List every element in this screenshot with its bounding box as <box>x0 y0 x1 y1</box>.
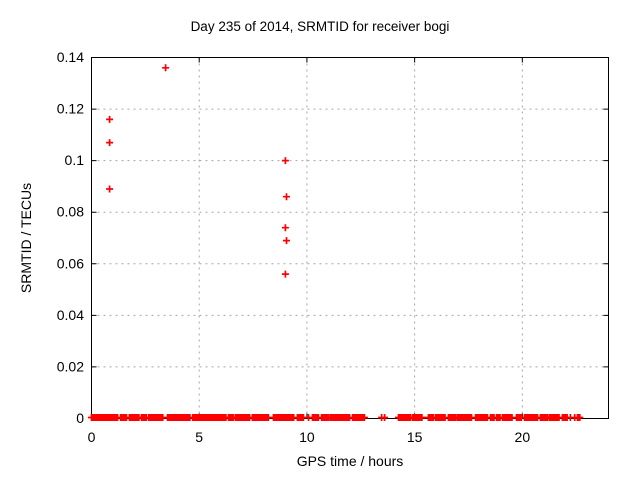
plot-border <box>91 57 609 419</box>
x-tick-label: 20 <box>515 429 531 445</box>
tick-label-layer: 0 5 10 15 20 0 0.02 0.04 0.06 0.08 0.1 0.12 0.14 <box>57 49 531 445</box>
data-point-marker <box>162 64 170 72</box>
x-tick-label: 10 <box>299 429 315 445</box>
y-tick-label: 0.14 <box>57 49 84 65</box>
tick-layer <box>91 57 609 419</box>
data-point-marker <box>283 193 290 201</box>
baseline-point-markers <box>88 414 584 421</box>
data-marker-layer <box>88 64 584 421</box>
y-tick-label: 0.06 <box>57 255 84 271</box>
x-tick-label: 15 <box>407 429 423 445</box>
data-point-marker <box>106 139 114 147</box>
y-tick-label: 0.02 <box>57 358 84 374</box>
data-point-marker <box>106 185 114 193</box>
x-tick-label: 5 <box>195 429 203 445</box>
x-tick-label: 0 <box>88 429 96 445</box>
data-point-marker <box>106 115 114 123</box>
chart-title: Day 235 of 2014, SRMTID for receiver bog… <box>191 19 450 34</box>
y-tick-label: 0 <box>76 410 84 426</box>
y-tick-label: 0.12 <box>57 101 84 117</box>
y-tick-label: 0.1 <box>65 152 85 168</box>
data-point-marker <box>283 237 290 245</box>
y-tick-label: 0.04 <box>57 307 84 323</box>
y-tick-label: 0.08 <box>57 204 84 220</box>
x-axis-label: GPS time / hours <box>297 453 404 469</box>
plot-border-layer <box>91 57 609 419</box>
data-point-marker <box>281 270 289 278</box>
data-point-marker <box>281 157 289 165</box>
grid-layer <box>91 57 609 419</box>
data-point-marker <box>281 224 289 232</box>
y-axis-label: SRMTID / TECUs <box>18 183 34 293</box>
